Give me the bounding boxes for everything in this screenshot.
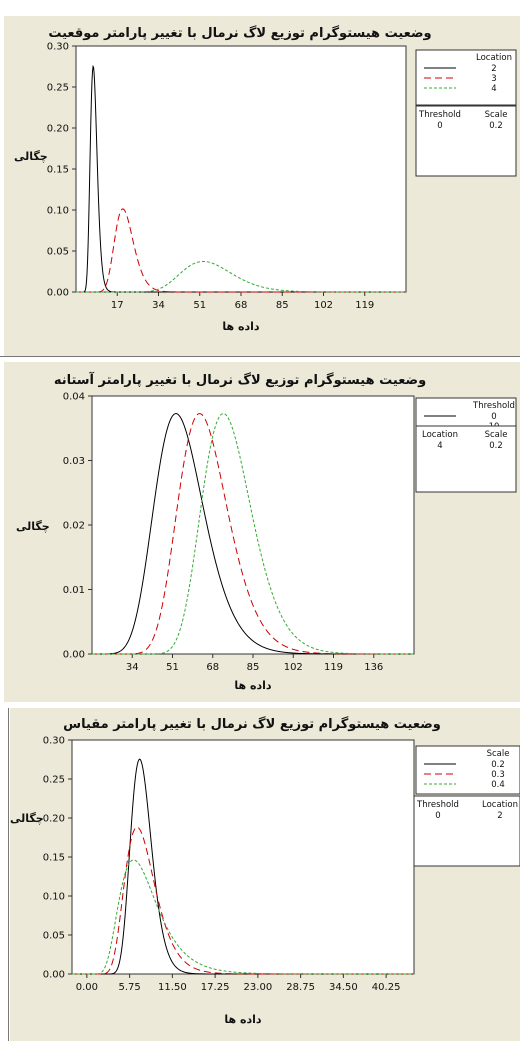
- y-tick-label: 0.00: [63, 650, 85, 661]
- x-tick-label: 11.50: [158, 982, 187, 993]
- x-tick-label: 0.00: [76, 982, 98, 993]
- params-box: [413, 795, 520, 867]
- x-tick-label: 119: [355, 300, 374, 311]
- chart-title: وضعیت هیستوگرام توزیع لاگ نرمال با تغییر…: [63, 715, 441, 732]
- x-tick-label: 68: [235, 300, 248, 311]
- params-header: Scale: [485, 110, 508, 120]
- y-tick-label: 0.25: [43, 775, 65, 786]
- x-tick-label: 85: [247, 662, 260, 673]
- y-tick-label: 0.25: [47, 83, 69, 94]
- legend-label: 0.4: [491, 780, 505, 790]
- x-tick-label: 40.25: [372, 982, 401, 993]
- chart-panel-threshold: وضعیت هیستوگرام توزیع لاگ نرمال با تغییر…: [4, 362, 520, 702]
- params-value: 4: [437, 441, 442, 451]
- params-header: Location: [482, 800, 518, 810]
- y-tick-label: 0.04: [63, 392, 85, 403]
- legend-label: 2: [491, 64, 496, 74]
- series-line-4: [76, 260, 406, 293]
- y-tick-label: 0.10: [43, 892, 65, 903]
- legend-box: [415, 745, 520, 795]
- params-value: 0.2: [489, 121, 503, 131]
- x-tick-label: 5.75: [118, 982, 140, 993]
- series-line-0-3: [72, 826, 414, 975]
- y-tick-label: 0.02: [63, 521, 85, 532]
- y-tick-label: 0.30: [47, 42, 69, 53]
- params-value: 0: [437, 121, 442, 131]
- chart-panel-location: وضعیت هیستوگرام توزیع لاگ نرمال با تغییر…: [4, 16, 520, 356]
- params-header: Threshold: [418, 110, 461, 120]
- panel-divider: [0, 356, 520, 357]
- params-header: Location: [422, 430, 458, 440]
- x-axis-label: داده ها: [222, 320, 259, 333]
- legend-title: Scale: [487, 749, 510, 759]
- x-tick-label: 28.75: [286, 982, 315, 993]
- x-tick-label: 119: [324, 662, 343, 673]
- plot-area: [91, 395, 415, 655]
- legend-label: 0.3: [491, 770, 505, 780]
- y-axis-label: چگالی: [10, 812, 44, 825]
- y-tick-label: 0.03: [63, 456, 85, 467]
- params-value: 0.2: [489, 441, 503, 451]
- chart-svg-scale: وضعیت هیستوگرام توزیع لاگ نرمال با تغییر…: [10, 715, 520, 1026]
- series-line-0-4: [72, 859, 414, 975]
- legend-title: Threshold: [472, 401, 515, 411]
- y-tick-label: 0.20: [47, 124, 69, 135]
- legend-label: 4: [491, 84, 496, 94]
- chart-svg-location: وضعیت هیستوگرام توزیع لاگ نرمال با تغییر…: [14, 24, 517, 333]
- y-tick-label: 0.15: [47, 165, 69, 176]
- series-line-10: [92, 413, 414, 655]
- y-tick-label: 0.30: [43, 736, 65, 747]
- params-value: 0: [435, 811, 440, 821]
- legend-label: 3: [491, 74, 496, 84]
- y-tick-label: 0.15: [43, 853, 65, 864]
- x-tick-label: 17: [111, 300, 124, 311]
- y-tick-label: 0.10: [47, 206, 69, 217]
- panel-divider: [8, 708, 9, 1041]
- y-tick-label: 0.00: [43, 970, 65, 981]
- y-axis-label: چگالی: [16, 520, 50, 533]
- y-tick-label: 0.05: [43, 931, 65, 942]
- params-box: [415, 425, 517, 493]
- x-tick-label: 51: [193, 300, 206, 311]
- x-tick-label: 34.50: [329, 982, 358, 993]
- chart-svg-threshold: وضعیت هیستوگرام توزیع لاگ نرمال با تغییر…: [16, 371, 517, 692]
- x-tick-label: 85: [276, 300, 289, 311]
- params-box: [415, 105, 517, 177]
- chart-panel-scale: وضعیت هیستوگرام توزیع لاگ نرمال با تغییر…: [10, 708, 520, 1041]
- x-axis-label: داده ها: [234, 679, 271, 692]
- x-tick-label: 51: [166, 662, 179, 673]
- y-axis-label: چگالی: [14, 150, 48, 163]
- y-tick-label: 0.00: [47, 288, 69, 299]
- y-tick-label: 0.05: [47, 247, 69, 258]
- y-tick-label: 0.01: [63, 585, 85, 596]
- x-tick-label: 102: [314, 300, 333, 311]
- plot-area: [75, 45, 407, 293]
- chart-title: وضعیت هیستوگرام توزیع لاگ نرمال با تغییر…: [48, 24, 431, 41]
- x-tick-label: 17.25: [201, 982, 230, 993]
- x-tick-label: 68: [206, 662, 219, 673]
- x-tick-label: 136: [364, 662, 383, 673]
- legend-box: [415, 49, 517, 106]
- legend-label: 0.2: [491, 760, 505, 770]
- x-axis-label: داده ها: [224, 1013, 261, 1026]
- params-header: Scale: [485, 430, 508, 440]
- chart-title: وضعیت هیستوگرام توزیع لاگ نرمال با تغییر…: [54, 371, 426, 388]
- x-tick-label: 23.00: [244, 982, 273, 993]
- x-tick-label: 34: [152, 300, 165, 311]
- params-value: 2: [497, 811, 502, 821]
- y-tick-label: 0.20: [43, 814, 65, 825]
- legend-label: 0: [491, 412, 496, 422]
- params-header: Threshold: [416, 800, 459, 810]
- x-tick-label: 102: [284, 662, 303, 673]
- x-tick-label: 34: [126, 662, 139, 673]
- legend-title: Location: [476, 53, 512, 63]
